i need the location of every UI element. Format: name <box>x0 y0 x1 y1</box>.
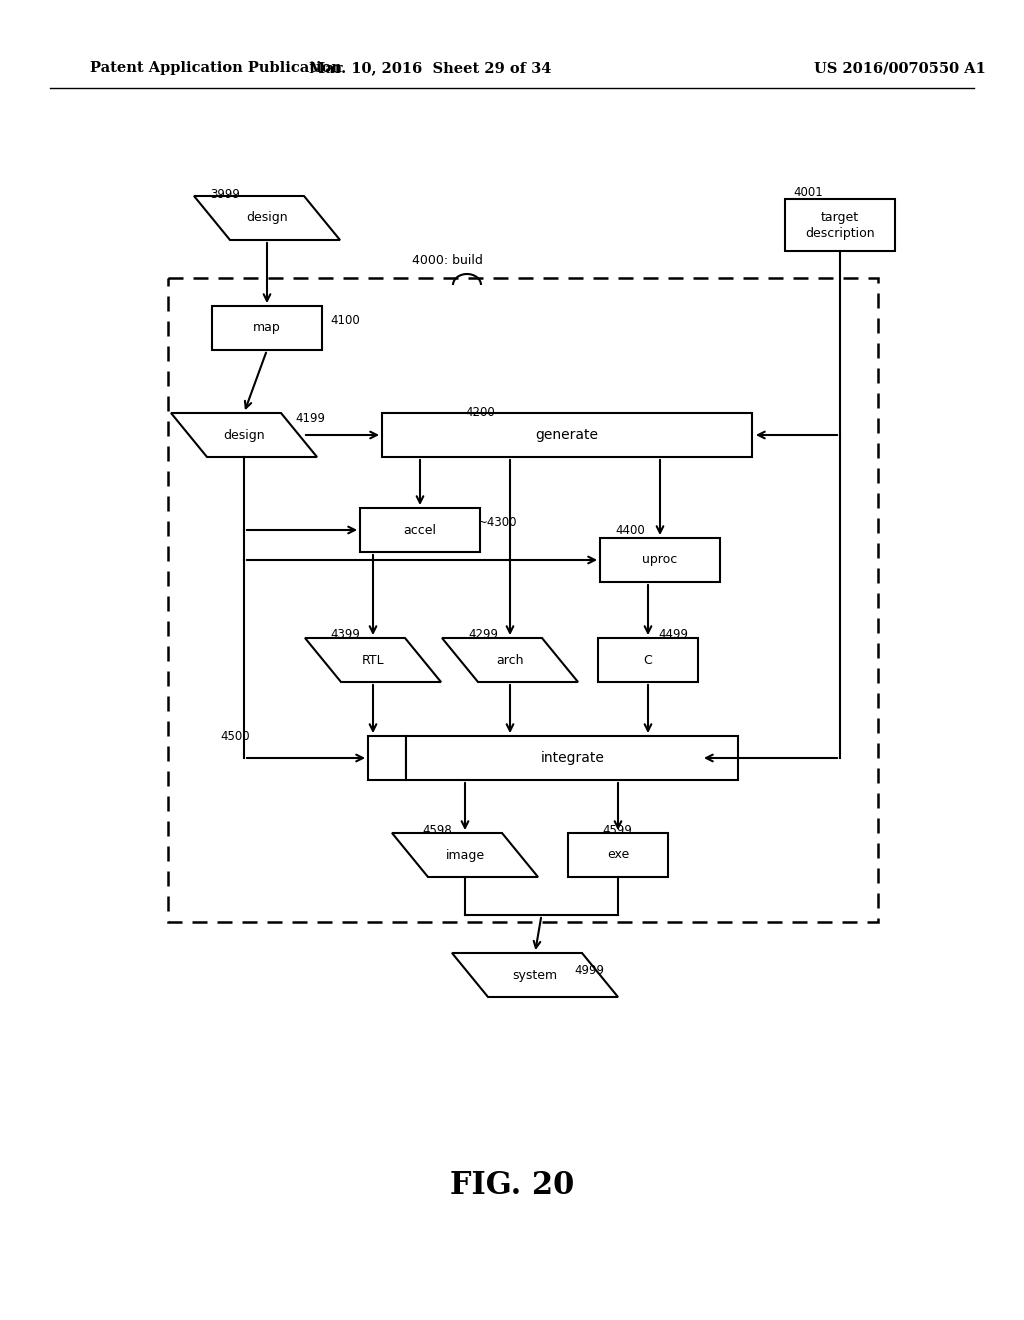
Text: US 2016/0070550 A1: US 2016/0070550 A1 <box>814 61 986 75</box>
Text: accel: accel <box>403 524 436 536</box>
Text: 4598: 4598 <box>422 824 452 837</box>
Bar <box>382 413 752 457</box>
Bar <box>598 638 698 682</box>
Text: target
description: target description <box>805 210 874 239</box>
Text: 4399: 4399 <box>330 628 360 642</box>
Polygon shape <box>442 638 578 682</box>
Text: system: system <box>512 969 557 982</box>
Text: image: image <box>445 849 484 862</box>
Text: 4599: 4599 <box>602 824 632 837</box>
Text: 4499: 4499 <box>658 628 688 642</box>
Bar <box>168 279 878 921</box>
Text: 4100: 4100 <box>330 314 359 326</box>
Text: 4299: 4299 <box>468 628 498 642</box>
Text: 4000: build: 4000: build <box>412 253 482 267</box>
Text: design: design <box>223 429 265 441</box>
Text: 4001: 4001 <box>794 186 823 199</box>
Polygon shape <box>392 833 538 876</box>
Text: 4199: 4199 <box>295 412 325 425</box>
Text: uproc: uproc <box>642 553 678 566</box>
Text: design: design <box>246 211 288 224</box>
Text: 4400: 4400 <box>615 524 645 536</box>
Text: ~4300: ~4300 <box>478 516 517 528</box>
Bar <box>406 737 738 780</box>
Bar <box>368 737 406 780</box>
Bar <box>785 199 895 251</box>
Text: FIG. 20: FIG. 20 <box>450 1170 574 1200</box>
Bar <box>360 508 480 552</box>
Text: 3999: 3999 <box>210 189 240 202</box>
Polygon shape <box>452 953 618 997</box>
Text: RTL: RTL <box>361 653 384 667</box>
Text: generate: generate <box>536 428 598 442</box>
Bar <box>212 306 322 350</box>
Polygon shape <box>171 413 317 457</box>
Polygon shape <box>194 195 340 240</box>
Polygon shape <box>305 638 441 682</box>
Text: 4200: 4200 <box>465 405 495 418</box>
Text: arch: arch <box>497 653 523 667</box>
Text: Patent Application Publication: Patent Application Publication <box>90 61 342 75</box>
Text: 4999: 4999 <box>574 964 604 977</box>
Text: C: C <box>644 653 652 667</box>
Text: 4500: 4500 <box>220 730 250 743</box>
Text: map: map <box>253 322 281 334</box>
Text: Mar. 10, 2016  Sheet 29 of 34: Mar. 10, 2016 Sheet 29 of 34 <box>309 61 551 75</box>
Text: integrate: integrate <box>541 751 605 766</box>
Text: exe: exe <box>607 849 629 862</box>
Bar <box>568 833 668 876</box>
Bar <box>600 539 720 582</box>
